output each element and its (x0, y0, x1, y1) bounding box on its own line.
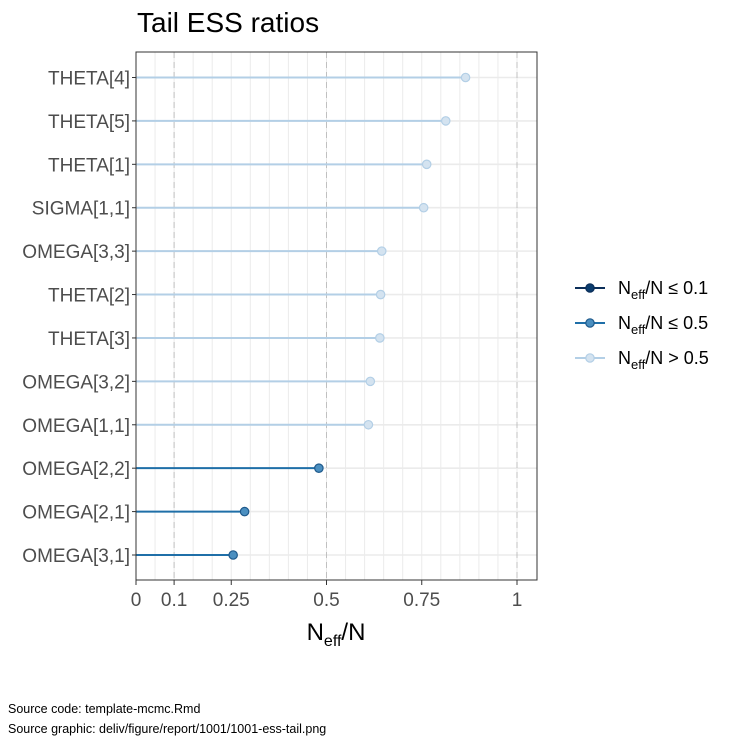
y-tick-label: OMEGA[2,1] (22, 503, 130, 524)
y-tick-label: OMEGA[1,1] (22, 416, 130, 437)
plot-panel-border (135, 51, 538, 581)
x-tick-label: 0 (131, 590, 142, 611)
legend-key-point (585, 283, 595, 293)
ess-point (460, 72, 471, 83)
ess-point (418, 202, 429, 213)
legend-label-main: N (618, 313, 631, 333)
legend-label: Neff/N > 0.5 (618, 348, 709, 372)
source-graphic-note: Source graphic: deliv/figure/report/1001… (8, 722, 327, 736)
y-tick-label: OMEGA[3,2] (22, 372, 130, 393)
ess-point (440, 116, 451, 126)
legend-label-rest: /N > 0.5 (645, 348, 709, 368)
legend-label-sub: eff (631, 357, 646, 372)
x-axis-title-rest: /N (341, 619, 365, 646)
ess-point (363, 419, 374, 430)
legend-label-main: N (618, 278, 631, 298)
legend-label-sub: eff (631, 322, 646, 337)
y-tick-label: OMEGA[3,1] (22, 546, 130, 567)
chart-title: Tail ESS ratios (137, 7, 319, 38)
y-tick-label: THETA[1] (48, 155, 130, 176)
x-axis-title: Neff/N (307, 619, 366, 650)
x-axis-title-main: N (307, 619, 324, 646)
y-tick-label: THETA[2] (48, 286, 130, 307)
legend-label: Neff/N ≤ 0.5 (618, 313, 708, 337)
legend-label: Neff/N ≤ 0.1 (618, 278, 708, 302)
x-tick-label: 0.75 (403, 590, 440, 611)
ess-point (228, 550, 238, 560)
marks-layer (136, 72, 471, 560)
legend-label-rest: /N ≤ 0.1 (645, 278, 708, 298)
legend-key-point (585, 318, 595, 328)
legend-label-main: N (618, 348, 631, 368)
y-tick-label: OMEGA[3,3] (22, 242, 130, 263)
x-tick-label: 0.5 (313, 590, 339, 611)
source-code-note: Source code: template-mcmc.Rmd (8, 702, 201, 716)
x-tick-label: 0.25 (213, 590, 250, 611)
x-tick-label: 0.1 (161, 590, 187, 611)
ess-point (314, 463, 324, 473)
ess-point (376, 246, 387, 256)
y-tick-label: OMEGA[2,2] (22, 459, 130, 480)
ess-point (239, 506, 250, 517)
y-tick-label: THETA[3] (48, 329, 130, 350)
legend-label-rest: /N ≤ 0.5 (645, 313, 708, 333)
ess-point (365, 376, 376, 387)
y-tick-label: THETA[5] (48, 112, 130, 133)
y-tick-label: SIGMA[1,1] (32, 199, 130, 220)
y-tick-label: THETA[4] (48, 69, 130, 90)
legend-key-point (585, 353, 595, 363)
axis-layer: THETA[4] THETA[5] THETA[1] SIGMA[1,1] OMEGA[… (22, 51, 538, 611)
ess-point (375, 333, 385, 343)
x-tick-label: 1 (512, 590, 523, 611)
x-axis-title-sub: eff (324, 633, 342, 650)
ess-chart: Tail ESS ratios THETA[4] THETA[5] THETA[1]… (22, 7, 709, 650)
legend-label-sub: eff (631, 287, 646, 302)
ess-point (421, 159, 432, 170)
ess-point (375, 289, 386, 300)
grid-layer (135, 52, 537, 580)
